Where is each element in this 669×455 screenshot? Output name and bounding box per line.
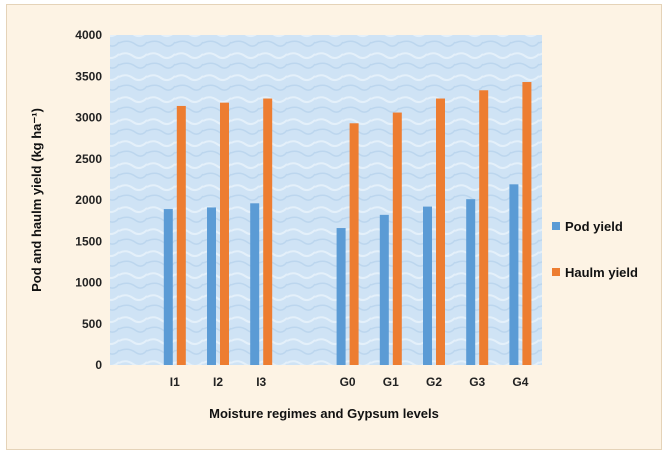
y-tick-label: 3500 (75, 69, 102, 83)
x-tick-label: G4 (512, 375, 528, 389)
y-axis-title: Pod and haulm yield (kg ha⁻¹) (29, 108, 44, 292)
y-tick-label: 500 (82, 317, 102, 331)
legend-swatch (552, 268, 560, 276)
legend-label: Haulm yield (565, 265, 638, 280)
yield-chart: 0 500 1000 1500 2000 2500 3000 3500 4000 I1 I2 I3 G… (29, 28, 638, 421)
haulm-yield-bar (436, 98, 445, 366)
x-tick-label: I3 (256, 375, 266, 389)
y-tick-label: 0 (95, 358, 102, 372)
pod-yield-bar (250, 203, 260, 365)
pod-yield-bar (163, 209, 173, 365)
haulm-yield-bar (176, 105, 186, 365)
legend: Pod yield Haulm yield (552, 219, 638, 280)
pod-yield-bar (379, 214, 389, 365)
legend-label: Pod yield (565, 219, 623, 234)
legend-swatch (552, 222, 560, 230)
pod-yield-bar (207, 207, 216, 365)
x-tick-label: I1 (170, 375, 180, 389)
haulm-yield-bar (220, 102, 229, 366)
x-axis-title: Moisture regimes and Gypsum levels (209, 406, 439, 421)
x-tick-label: G3 (469, 375, 485, 389)
plot-area (110, 35, 542, 365)
haulm-yield-bar (479, 90, 489, 366)
y-tick-label: 3000 (75, 111, 102, 125)
x-tick-label: G1 (383, 375, 399, 389)
pod-yield-bar (466, 199, 476, 365)
haulm-yield-bar (392, 112, 402, 365)
y-tick-label: 1000 (75, 276, 102, 290)
haulm-yield-bar (349, 123, 359, 366)
x-tick-label: G2 (426, 375, 442, 389)
haulm-yield-bar (522, 82, 532, 366)
y-tick-label: 4000 (75, 28, 102, 42)
y-tick-label: 2500 (75, 152, 102, 166)
pod-yield-bar (509, 184, 519, 365)
y-tick-label: 2000 (75, 193, 102, 207)
x-tick-label: G0 (340, 375, 356, 389)
pod-yield-bar (423, 206, 432, 365)
pod-yield-bar (336, 228, 346, 365)
y-tick-label: 1500 (75, 234, 102, 248)
chart-frame: 0 500 1000 1500 2000 2500 3000 3500 4000 I1 I2 I3 G… (6, 4, 662, 450)
haulm-yield-bar (263, 98, 273, 366)
x-tick-label: I2 (213, 375, 223, 389)
